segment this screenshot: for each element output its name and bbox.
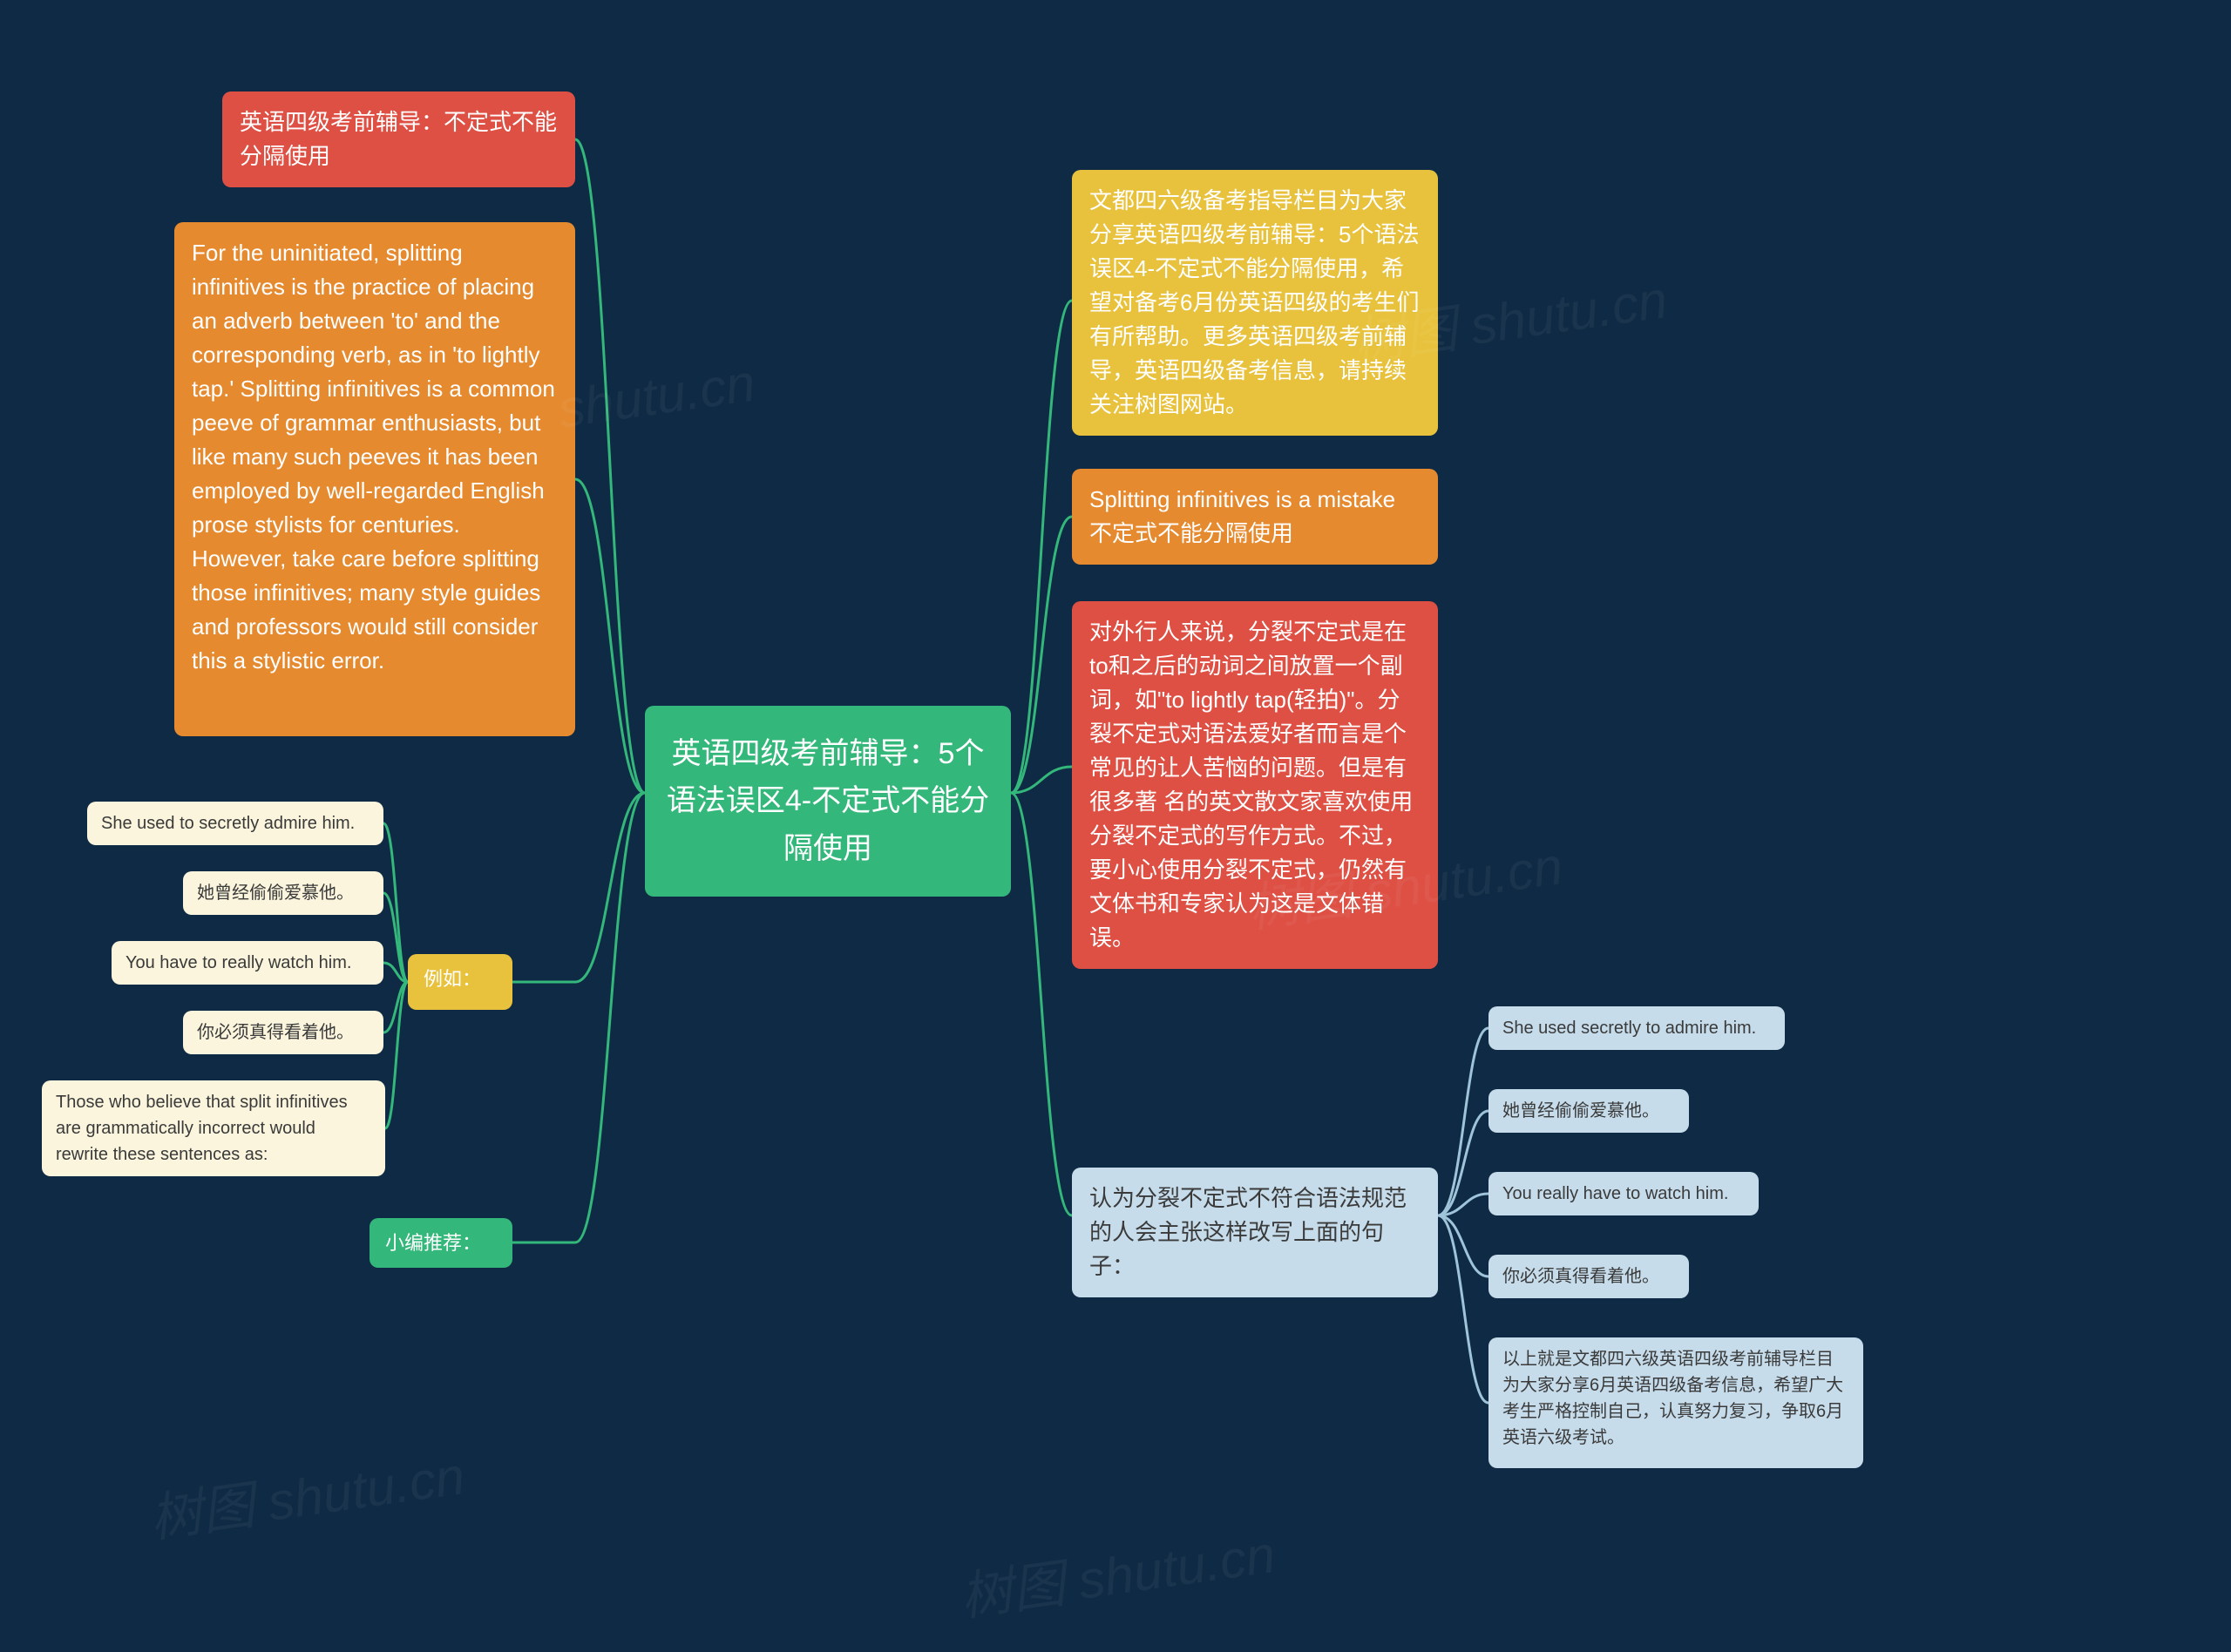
watermark: 树图 shutu.cn — [145, 1433, 469, 1553]
left-node-english-explain: For the uninitiated, splitting infinitiv… — [174, 222, 575, 736]
left-example-item: 她曾经偷偷爱慕他。 — [183, 871, 383, 915]
left-example-item: Those who believe that split infinitives… — [42, 1080, 385, 1176]
right-rewrite-label: 认为分裂不定式不符合语法规范的人会主张这样改写上面的句子： — [1072, 1168, 1438, 1297]
right-rewrite-item: 她曾经偷偷爱慕他。 — [1488, 1089, 1689, 1133]
right-node-mistake: Splitting infinitives is a mistake 不定式不能… — [1072, 469, 1438, 565]
left-example-item: You have to really watch him. — [112, 941, 383, 985]
right-node-intro: 文都四六级备考指导栏目为大家分享英语四级考前辅导：5个语法误区4-不定式不能分隔… — [1072, 170, 1438, 436]
watermark: 树图 shutu.cn — [955, 1512, 1279, 1631]
left-example-item: She used to secretly admire him. — [87, 802, 383, 845]
right-rewrite-item: You really have to watch him. — [1488, 1172, 1759, 1215]
right-rewrite-item: 以上就是文都四六级英语四级考前辅导栏目为大家分享6月英语四级备考信息，希望广大考… — [1488, 1337, 1863, 1468]
watermark: shutu.cn — [554, 353, 758, 440]
right-rewrite-item: She used secretly to admire him. — [1488, 1006, 1785, 1050]
left-examples-label: 例如： — [408, 954, 512, 1010]
left-recommend-label: 小编推荐： — [370, 1218, 512, 1268]
right-rewrite-item: 你必须真得看着他。 — [1488, 1255, 1689, 1298]
left-example-item: 你必须真得看着他。 — [183, 1011, 383, 1054]
right-node-chinese-explain: 对外行人来说，分裂不定式是在to和之后的动词之间放置一个副词，如"to ligh… — [1072, 601, 1438, 969]
left-node-title: 英语四级考前辅导：不定式不能分隔使用 — [222, 91, 575, 187]
center-node: 英语四级考前辅导：5个语法误区4-不定式不能分隔使用 — [645, 706, 1011, 897]
